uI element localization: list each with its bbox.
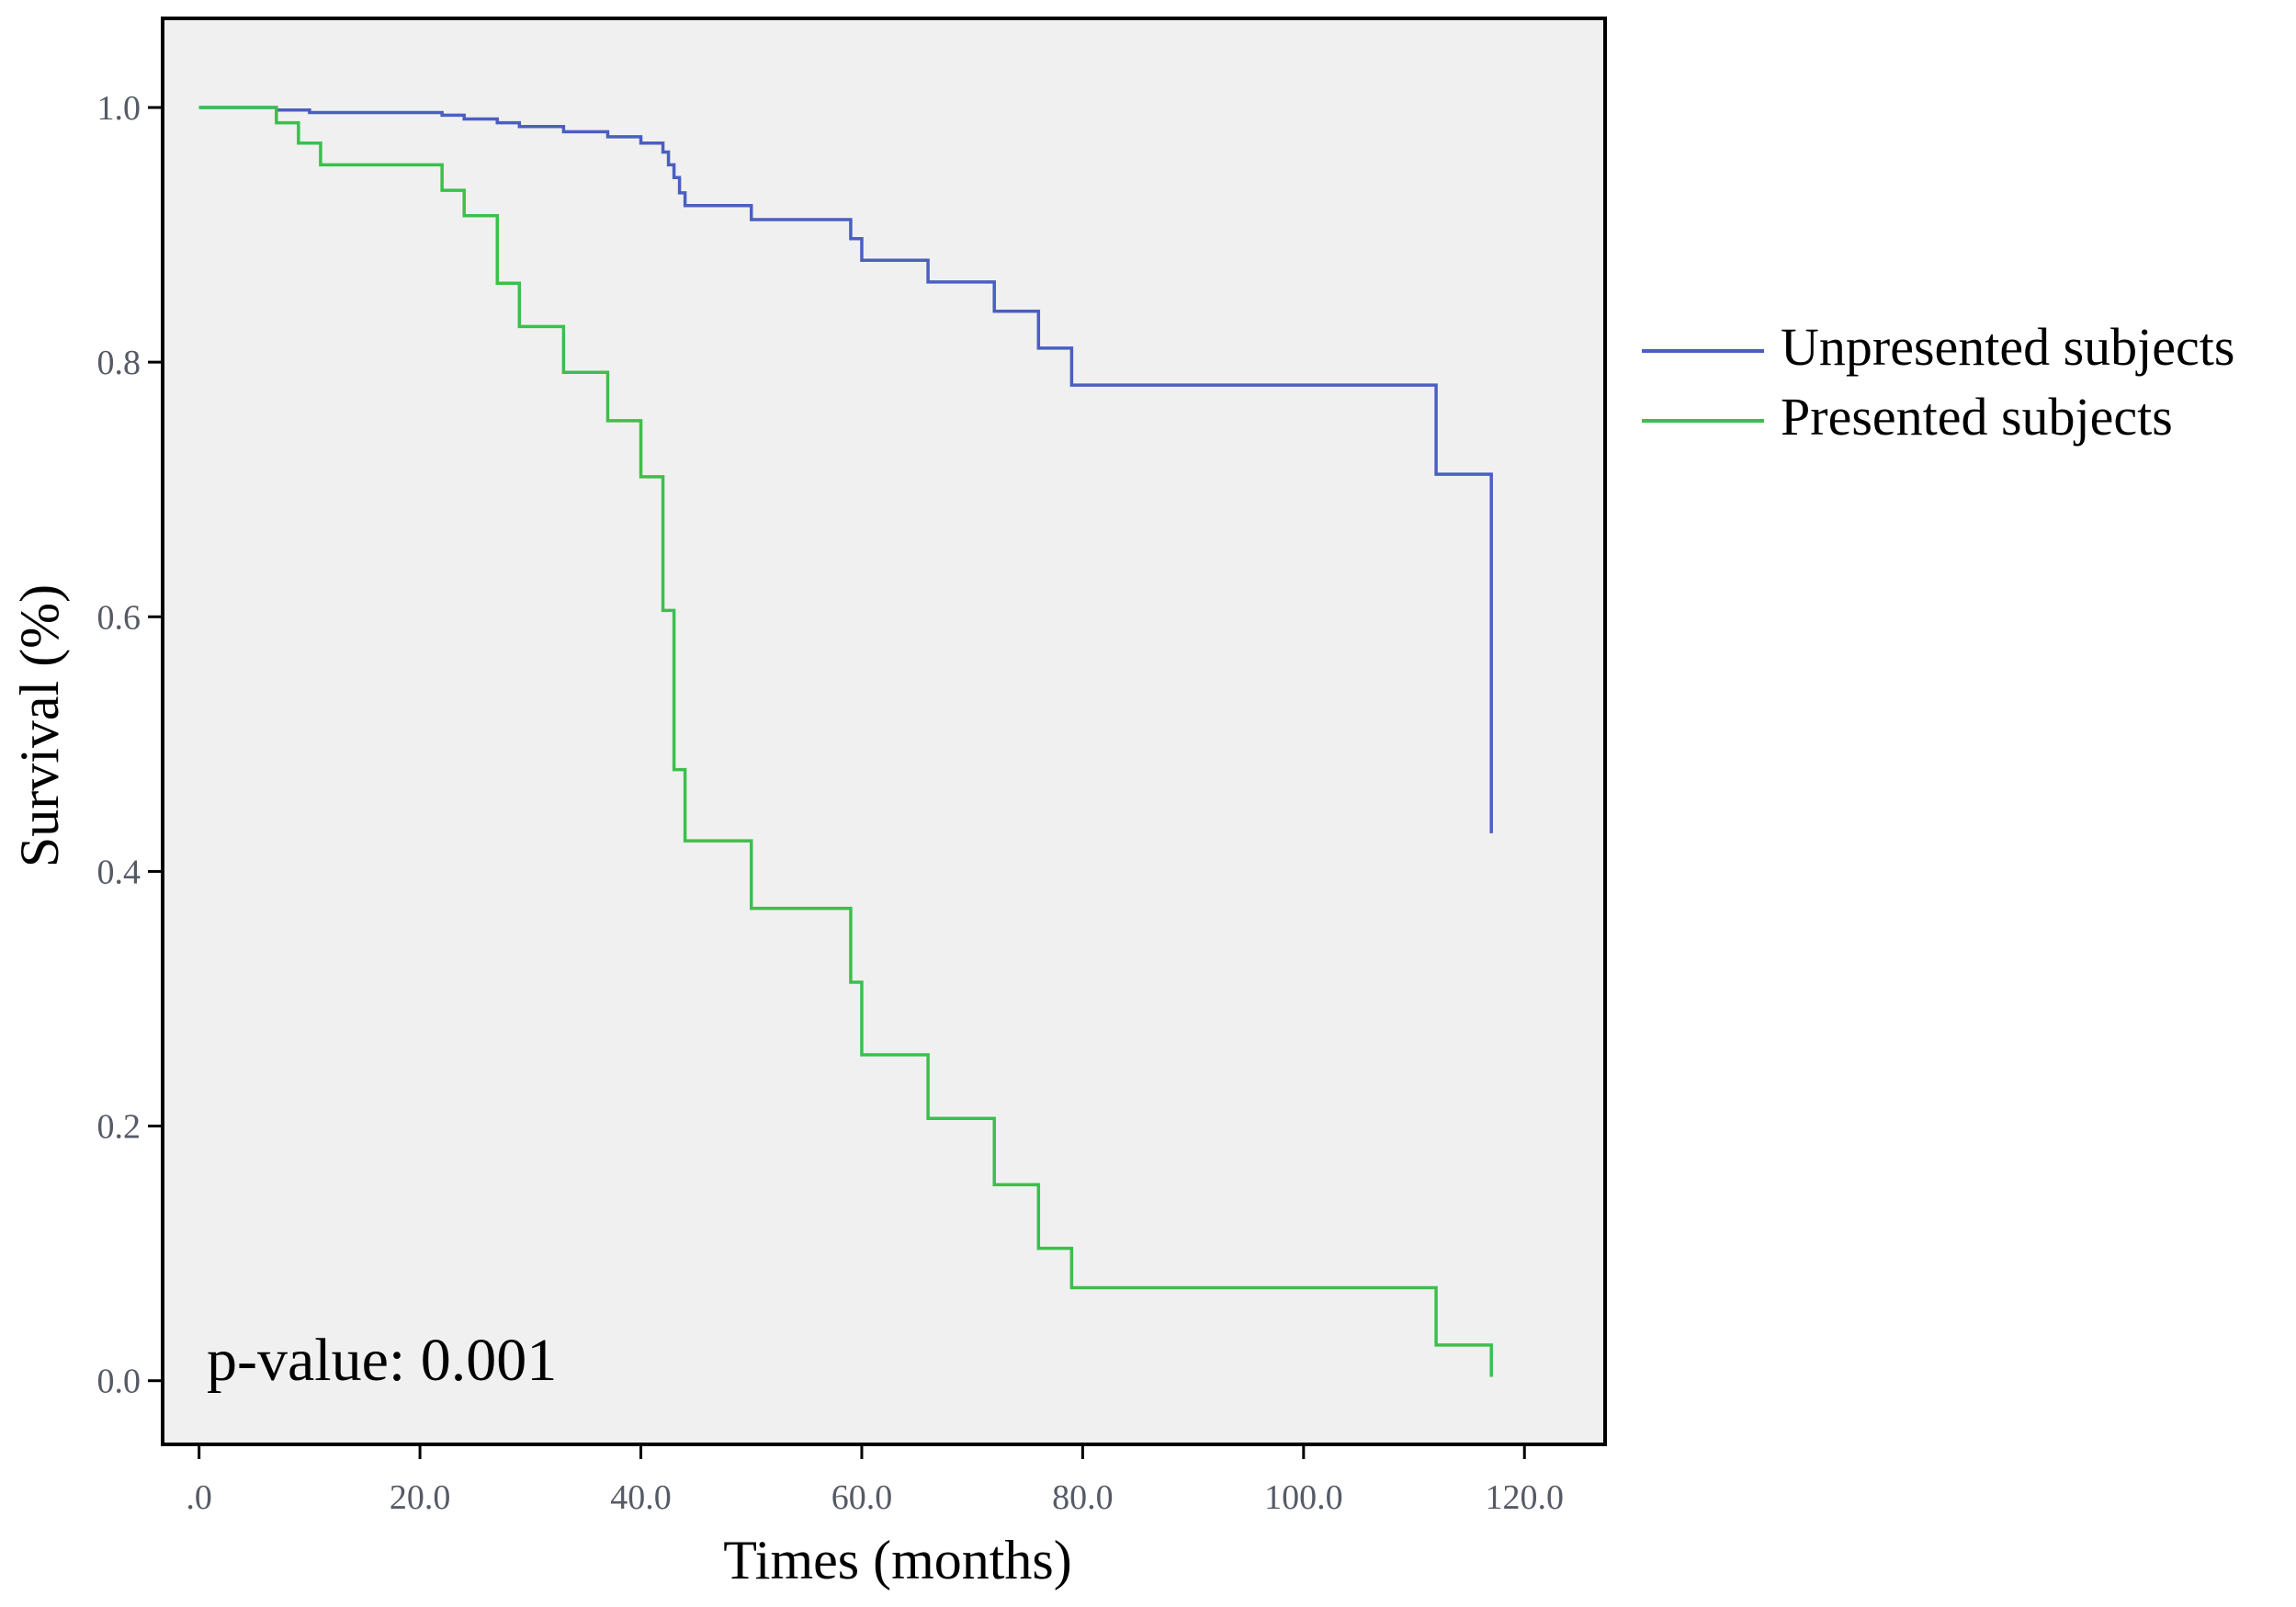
series-line-unpresented [198, 106, 1493, 833]
x-tick-label: 80.0 [1052, 1478, 1114, 1517]
p-value-annotation: p-value: 0.001 [207, 1327, 557, 1394]
y-tick-label: 0.4 [97, 853, 141, 891]
x-tick-label: 100.0 [1264, 1478, 1343, 1517]
x-tick-label: 60.0 [831, 1478, 893, 1517]
x-axis: .0 20.0 40.0 60.0 80.0 100.0 120.0 [186, 1444, 1564, 1517]
x-axis-title: Times (months) [723, 1530, 1072, 1590]
legend: Unpresented subjects Presented subjects [1642, 317, 2234, 447]
legend-label-unpresented: Unpresented subjects [1781, 317, 2234, 377]
x-tick-label: 120.0 [1485, 1478, 1564, 1517]
plot-area [161, 17, 1607, 1446]
y-axis: 0.0 0.2 0.4 0.6 0.8 1.0 [97, 89, 163, 1401]
y-tick-label: 0.2 [97, 1108, 141, 1147]
y-tick-label: 0.0 [97, 1363, 141, 1401]
y-tick-label: 0.8 [97, 344, 141, 382]
x-tick-label: 40.0 [610, 1478, 672, 1517]
y-axis-title: Survival (%) [9, 584, 70, 867]
y-tick-label: 0.6 [97, 598, 141, 637]
y-tick-label: 1.0 [97, 89, 141, 128]
x-tick-label: 20.0 [390, 1478, 451, 1517]
legend-label-presented: Presented subjects [1781, 387, 2173, 447]
series-line-presented [198, 106, 1493, 1377]
x-tick-label: .0 [186, 1478, 212, 1517]
series-layer [198, 106, 1493, 1377]
